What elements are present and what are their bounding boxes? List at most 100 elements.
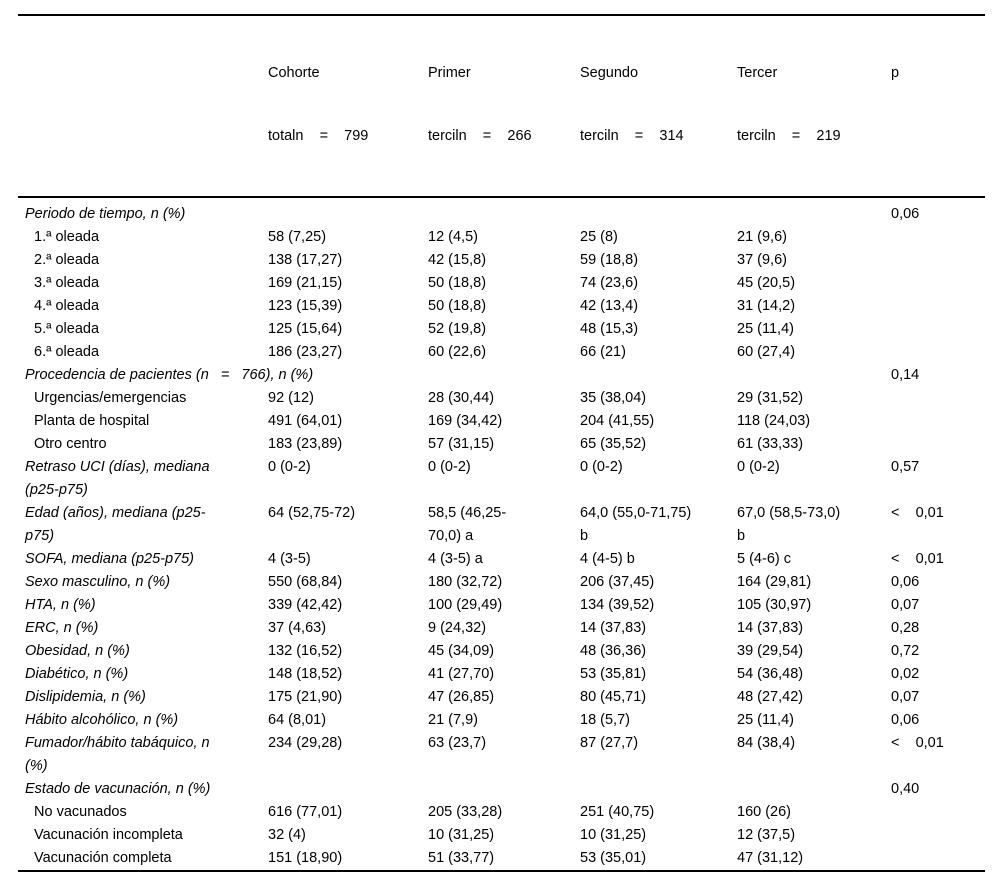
table-row: Diabético, n (%) 148 (18,52) 41 (27,70) … — [18, 663, 985, 686]
data-cell: 616 (77,01) — [268, 804, 343, 820]
data-cell: 87 (27,7) — [580, 735, 639, 751]
table-row: 4.ª oleada 123 (15,39) 50 (18,8) 42 (13,… — [18, 295, 985, 318]
table-row: 1.ª oleada 58 (7,25) 12 (4,5) 25 (8) 21 … — [18, 226, 985, 249]
data-cell: 118 (24,03) — [737, 413, 811, 429]
data-cell: 37 (9,6) — [737, 252, 787, 268]
data-cell: 12 (4,5) — [428, 229, 478, 245]
row-label: Edad (años), mediana (p25- p75) — [25, 505, 206, 544]
data-cell: 4 (4-5) b — [580, 551, 635, 567]
data-cell: 64,0 (55,0-71,75) b — [580, 505, 692, 544]
table-row: Edad (años), mediana (p25- p75) 64 (52,7… — [18, 502, 985, 548]
column-subtitle: terciln = 266 — [428, 128, 532, 144]
data-cell: 28 (30,44) — [428, 390, 495, 406]
row-label: 6.ª oleada — [34, 344, 100, 360]
column-subtitle: terciln = 219 — [737, 128, 841, 144]
data-cell: 21 (9,6) — [737, 229, 787, 245]
data-cell: 169 (21,15) — [268, 275, 343, 291]
column-title: Tercer — [737, 65, 778, 81]
data-cell: 31 (14,2) — [737, 298, 796, 314]
data-cell: 21 (7,9) — [428, 712, 478, 728]
data-cell: 138 (17,27) — [268, 252, 343, 268]
table-header: Cohorte totaln = 799 Primer terciln = 26… — [18, 15, 985, 198]
data-cell: 32 (4) — [268, 827, 306, 843]
data-cell: 60 (22,6) — [428, 344, 487, 360]
row-label: No vacunados — [34, 804, 127, 820]
header-cell-tercer-tercil: Tercer terciln = 219 — [737, 15, 891, 198]
data-cell: 251 (40,75) — [580, 804, 655, 820]
data-cell: 50 (18,8) — [428, 275, 487, 291]
table-row: 6.ª oleada 186 (23,27) 60 (22,6) 66 (21)… — [18, 341, 985, 364]
data-cell: 100 (29,49) — [428, 597, 503, 613]
data-cell: 0 (0-2) — [580, 459, 623, 475]
row-label: 1.ª oleada — [34, 229, 100, 245]
p-value-cell: < 0,01 — [891, 505, 944, 521]
data-cell: 61 (33,33) — [737, 436, 804, 452]
data-cell: 175 (21,90) — [268, 689, 343, 705]
row-label: Fumador/hábito tabáquico, n (%) — [25, 735, 210, 774]
data-cell: 4 (3-5) a — [428, 551, 483, 567]
p-value-cell — [891, 410, 985, 433]
row-label: ERC, n (%) — [25, 620, 99, 636]
row-label: Vacunación incompleta — [34, 827, 183, 843]
table-row: Retraso UCI (días), mediana (p25-p75) 0 … — [18, 456, 985, 502]
data-cell: 25 (8) — [580, 229, 618, 245]
data-cell: 42 (13,4) — [580, 298, 639, 314]
data-cell: 41 (27,70) — [428, 666, 495, 682]
data-cell: 183 (23,89) — [268, 436, 343, 452]
data-cell: 550 (68,84) — [268, 574, 343, 590]
data-cell: 14 (37,83) — [580, 620, 647, 636]
data-cell: 45 (34,09) — [428, 643, 495, 659]
data-cell: 84 (38,4) — [737, 735, 796, 751]
table-row: 3.ª oleada 169 (21,15) 50 (18,8) 74 (23,… — [18, 272, 985, 295]
row-label: Sexo masculino, n (%) — [25, 574, 171, 590]
data-cell: 169 (34,42) — [428, 413, 503, 429]
row-label: Otro centro — [34, 436, 107, 452]
row-label: Procedencia de pacientes (n = 766), n (%… — [25, 367, 314, 383]
data-cell: 47 (31,12) — [737, 850, 804, 866]
row-label: HTA, n (%) — [25, 597, 96, 613]
p-value-cell — [891, 387, 985, 410]
data-cell: 0 (0-2) — [428, 459, 471, 475]
p-value-cell: 0,07 — [891, 597, 920, 613]
table-row: No vacunados 616 (77,01) 205 (33,28) 251… — [18, 801, 985, 824]
data-cell: 74 (23,6) — [580, 275, 639, 291]
table-row: Otro centro 183 (23,89) 57 (31,15) 65 (3… — [18, 433, 985, 456]
data-cell: 10 (31,25) — [428, 827, 495, 843]
header-row: Cohorte totaln = 799 Primer terciln = 26… — [18, 15, 985, 198]
p-value-cell: 0,57 — [891, 459, 920, 475]
p-value-cell — [891, 341, 985, 364]
data-cell: 37 (4,63) — [268, 620, 327, 636]
table-row: Fumador/hábito tabáquico, n (%) 234 (29,… — [18, 732, 985, 778]
table-row: Dislipidemia, n (%) 175 (21,90) 47 (26,8… — [18, 686, 985, 709]
data-cell: 80 (45,71) — [580, 689, 647, 705]
p-value-cell: 0,06 — [891, 712, 920, 728]
characteristics-table-container: Cohorte totaln = 799 Primer terciln = 26… — [18, 14, 985, 872]
p-value-cell: 0,06 — [891, 574, 920, 590]
table-row: Planta de hospital 491 (64,01) 169 (34,4… — [18, 410, 985, 433]
column-subtitle: totaln = 799 — [268, 128, 369, 144]
row-label: Estado de vacunación, n (%) — [25, 781, 211, 797]
table-row: Vacunación incompleta 32 (4) 10 (31,25) … — [18, 824, 985, 847]
p-value-cell — [891, 272, 985, 295]
column-title: Segundo — [580, 65, 639, 81]
row-label: Dislipidemia, n (%) — [25, 689, 146, 705]
data-cell: 50 (18,8) — [428, 298, 487, 314]
p-value-cell: 0,28 — [891, 620, 920, 636]
data-cell: 53 (35,81) — [580, 666, 647, 682]
row-label: 3.ª oleada — [34, 275, 100, 291]
table-row: Procedencia de pacientes (n = 766), n (%… — [18, 364, 985, 387]
data-cell: 25 (11,4) — [737, 321, 794, 337]
table-row: 5.ª oleada 125 (15,64) 52 (19,8) 48 (15,… — [18, 318, 985, 341]
data-cell: 64 (52,75-72) — [268, 505, 356, 521]
p-value-cell: 0,07 — [891, 689, 920, 705]
data-cell: 65 (35,52) — [580, 436, 647, 452]
data-cell: 60 (27,4) — [737, 344, 796, 360]
p-value-cell — [891, 318, 985, 341]
table-row: ERC, n (%) 37 (4,63) 9 (24,32) 14 (37,83… — [18, 617, 985, 640]
table-row: SOFA, mediana (p25-p75) 4 (3-5) 4 (3-5) … — [18, 548, 985, 571]
data-cell: 14 (37,83) — [737, 620, 804, 636]
header-cell-p: p — [891, 15, 985, 198]
table-row: Sexo masculino, n (%) 550 (68,84) 180 (3… — [18, 571, 985, 594]
header-cell-cohorte-total: Cohorte totaln = 799 — [268, 15, 428, 198]
data-cell: 205 (33,28) — [428, 804, 503, 820]
